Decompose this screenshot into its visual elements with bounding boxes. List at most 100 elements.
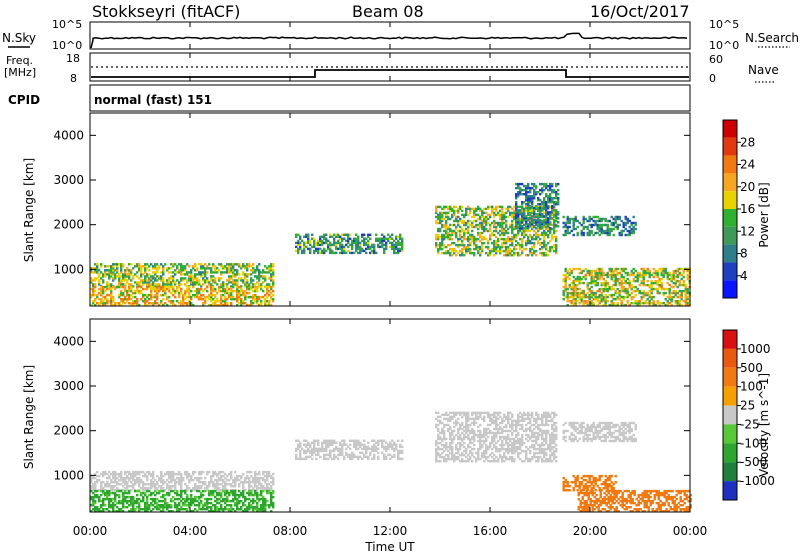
data-cell (212, 474, 215, 478)
data-cell (439, 247, 442, 251)
data-cell (192, 277, 195, 280)
data-cell (453, 460, 456, 463)
data-cell (323, 249, 326, 253)
data-cell (204, 271, 207, 274)
data-cell (672, 285, 675, 289)
data-cell (272, 491, 275, 495)
data-cell (166, 281, 169, 284)
data-cell (537, 199, 540, 202)
data-cell (469, 235, 472, 239)
data-cell (451, 249, 454, 253)
data-cell (586, 231, 589, 235)
data-cell (92, 501, 95, 505)
data-cell (317, 249, 320, 253)
data-cell (100, 499, 103, 503)
data-cell (305, 449, 308, 453)
nsearch-label: N.Search (745, 31, 799, 45)
freq-unit: [MHz] (4, 66, 36, 79)
data-cell (100, 472, 103, 476)
data-cell (473, 211, 476, 215)
data-cell (94, 493, 97, 497)
data-cell (551, 182, 554, 186)
data-cell (539, 215, 542, 218)
data-cell (634, 221, 637, 225)
data-cell (445, 457, 448, 461)
data-cell (194, 495, 197, 499)
data-cell (220, 495, 223, 499)
data-cell (146, 295, 149, 299)
data-cell (339, 453, 342, 457)
data-cell (206, 508, 209, 511)
data-cell (126, 267, 129, 270)
data-cell (455, 249, 458, 253)
data-cell (94, 489, 97, 493)
data-cell (381, 243, 384, 247)
data-cell (606, 231, 609, 235)
data-cell (630, 273, 633, 277)
data-cell (120, 478, 123, 482)
data-cell (102, 501, 105, 505)
data-cell (449, 443, 452, 447)
data-cell (246, 281, 249, 284)
data-cell (200, 495, 203, 499)
nsky-label: N.Sky (2, 31, 36, 45)
data-cell (192, 472, 195, 476)
data-cell (134, 295, 137, 299)
data-cell (154, 263, 157, 266)
data-cell (258, 478, 261, 482)
data-cell (156, 474, 159, 478)
data-cell (531, 199, 534, 202)
data-cell (602, 295, 605, 299)
data-cell (110, 504, 113, 507)
data-cell (222, 300, 225, 303)
data-cell (92, 283, 95, 286)
data-cell (104, 472, 107, 476)
data-cell (90, 504, 93, 507)
data-cell (232, 499, 235, 503)
data-cell (220, 302, 223, 305)
data-cell (517, 182, 520, 186)
data-cell (264, 300, 267, 303)
data-cell (527, 254, 530, 257)
data-cell (150, 285, 153, 289)
data-cell (584, 267, 587, 271)
data-cell (592, 275, 595, 279)
data-cell (142, 495, 145, 499)
data-cell (154, 289, 157, 293)
data-cell (230, 285, 233, 288)
data-cell (447, 237, 450, 241)
data-cell (234, 298, 237, 301)
data-cell (549, 217, 552, 220)
data-cell (122, 263, 125, 266)
data-cell (351, 247, 354, 251)
data-cell (353, 453, 356, 457)
data-cell (222, 267, 225, 270)
data-cell (441, 437, 444, 441)
data-cell (204, 287, 207, 291)
data-cell (194, 489, 197, 492)
data-cell (242, 263, 245, 266)
data-cell (586, 281, 589, 285)
data-cell (246, 267, 249, 270)
data-cell (598, 273, 601, 277)
data-cell (545, 243, 548, 247)
data-cell (112, 470, 115, 474)
data-cell (461, 243, 464, 247)
data-cell (272, 481, 275, 484)
data-cell (481, 225, 484, 229)
data-cell (188, 474, 191, 478)
data-cell (246, 287, 249, 291)
data-cell (357, 237, 360, 240)
data-cell (555, 217, 558, 220)
data-cell (114, 277, 117, 280)
data-cell (531, 201, 534, 204)
data-cell (246, 510, 249, 513)
data-cell (600, 283, 603, 287)
data-cell (606, 233, 609, 237)
data-cell (686, 287, 689, 291)
data-cell (114, 474, 117, 478)
data-cell (525, 188, 528, 192)
data-cell (150, 277, 153, 280)
data-cell (132, 275, 135, 278)
data-cell (252, 285, 255, 289)
